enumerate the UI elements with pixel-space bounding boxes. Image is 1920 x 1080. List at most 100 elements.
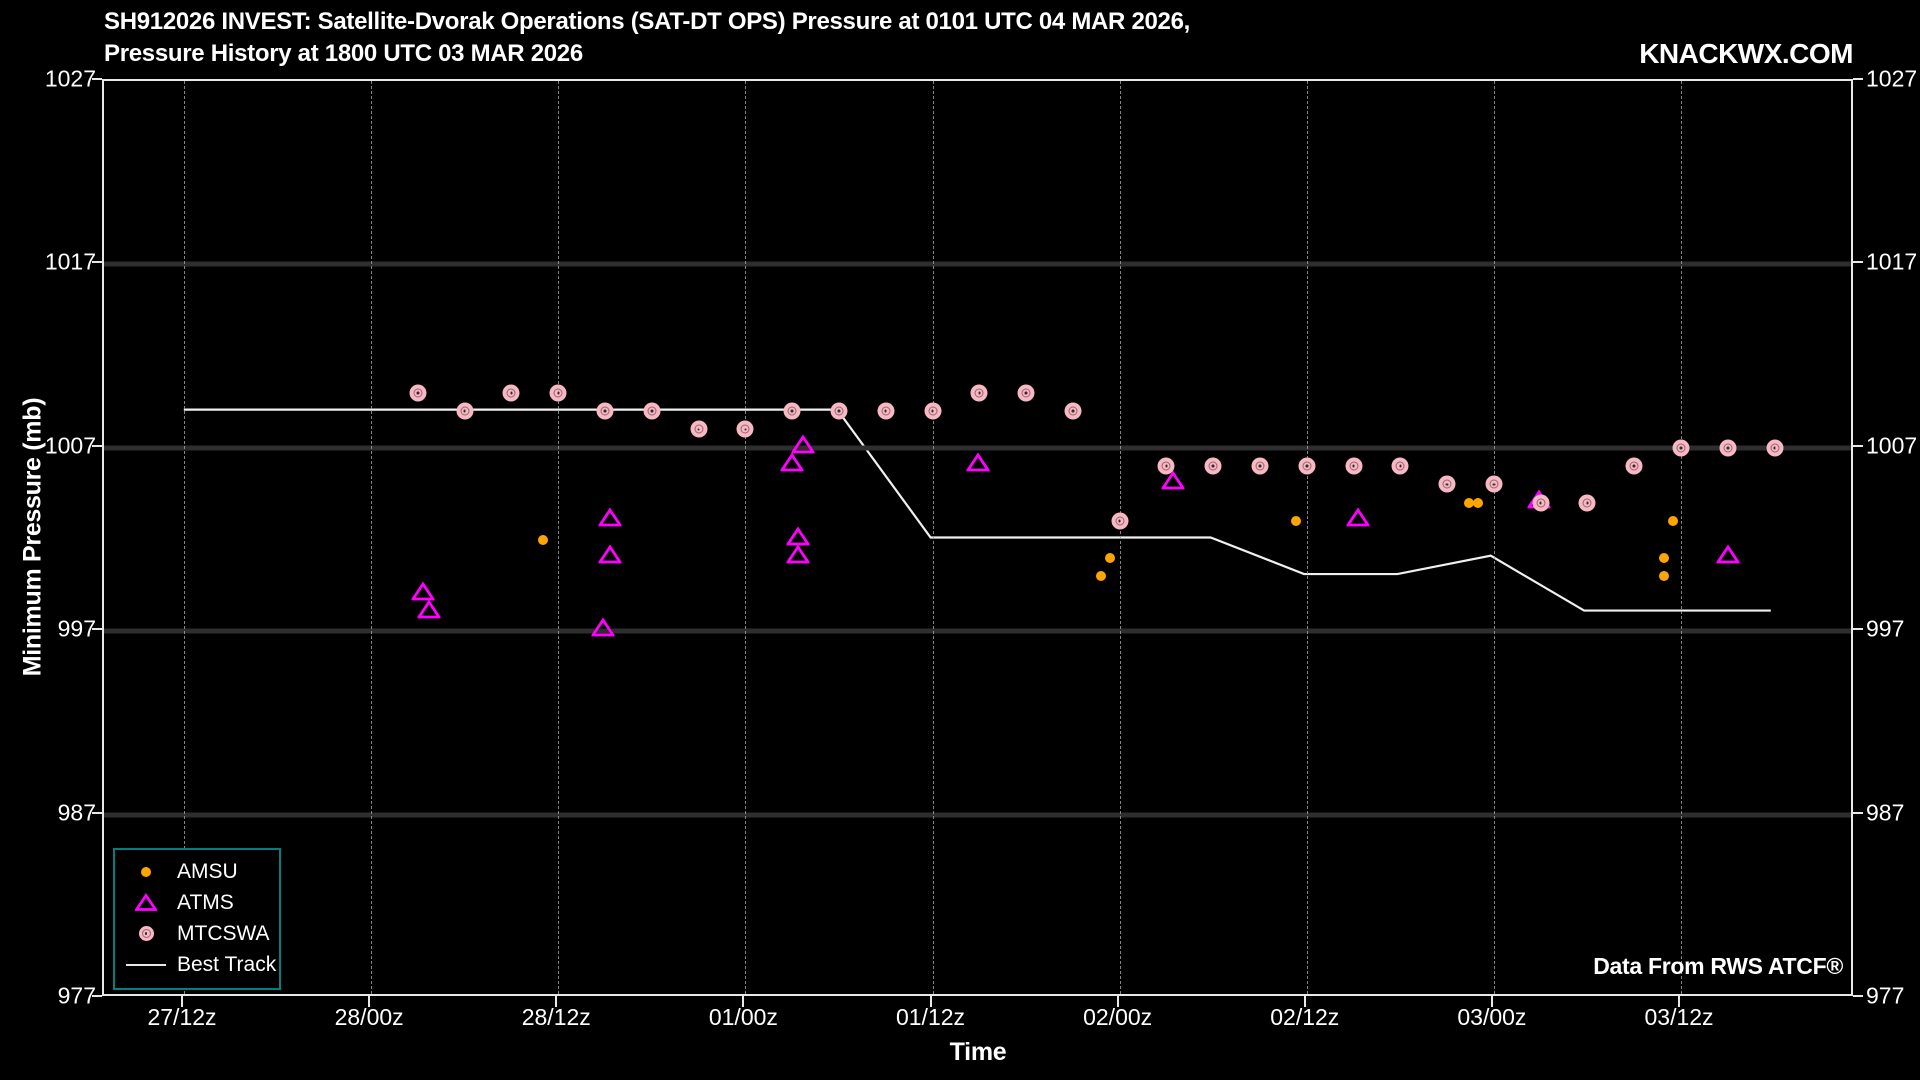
x-grid-line [745, 81, 747, 994]
mtcswa-point [830, 402, 848, 420]
y-tick-mark-right [1853, 628, 1863, 631]
atms-point [597, 544, 623, 569]
chart-title-line1: SH912026 INVEST: Satellite-Dvorak Operat… [104, 8, 1191, 35]
y-tick-label-left: 977 [57, 982, 96, 1009]
mtcswa-point [690, 420, 708, 438]
y-tick-mark-right [1853, 811, 1863, 814]
watermark-knackwx: KNACKWX.COM [1639, 38, 1853, 69]
y-tick-mark-left [92, 811, 102, 814]
mtcswa-point [1438, 475, 1456, 493]
mtcswa-point [1251, 457, 1269, 475]
x-grid-line [558, 81, 560, 994]
x-tick-mark [742, 996, 745, 1007]
atms-point [590, 617, 617, 643]
y-tick-label-right: 1017 [1866, 248, 1918, 275]
x-tick-label: 28/00z [334, 1004, 404, 1030]
mtcswa-point [1532, 494, 1550, 512]
legend-row-atms: ATMS [115, 887, 279, 918]
y-tick-label-right: 997 [1866, 615, 1905, 642]
x-grid-line [371, 81, 373, 994]
mtcswa-point [1766, 439, 1784, 457]
atms-triangle-icon [135, 893, 157, 911]
best-track-polyline [184, 410, 1771, 611]
atms-point [597, 507, 623, 533]
amsu-point [1668, 516, 1679, 527]
mtcswa-legend-marker [115, 926, 177, 941]
mtcswa-point [502, 384, 520, 402]
mtcswa-point [1391, 457, 1409, 475]
mtcswa-point [924, 402, 941, 420]
y-tick-mark-left [92, 261, 102, 264]
x-tick-label: 27/12z [147, 1004, 217, 1030]
y-grid-line [104, 812, 1851, 818]
mtcswa-circle-icon [138, 926, 154, 941]
best-track-line [104, 81, 1851, 994]
atms-point [785, 525, 812, 551]
x-tick-label: 03/00z [1457, 1004, 1527, 1030]
x-tick-mark [929, 996, 932, 1007]
y-grid-line [104, 628, 1851, 634]
x-grid-line [1306, 81, 1308, 994]
plot-area [102, 79, 1853, 996]
amsu-point [1095, 571, 1106, 582]
amsu-dot-icon [141, 866, 151, 877]
best-track-legend-marker [115, 963, 177, 966]
mtcswa-point [1345, 457, 1363, 475]
mtcswa-point [1017, 384, 1035, 402]
atms-point [409, 580, 436, 606]
legend-label-amsu: AMSU [177, 859, 238, 883]
x-grid-line [184, 81, 185, 994]
amsu-point [1658, 552, 1669, 563]
mtcswa-point [970, 384, 988, 402]
mtcswa-point [1625, 457, 1643, 475]
amsu-legend-marker [115, 866, 177, 877]
legend-label-atms: ATMS [177, 890, 234, 914]
atms-point [790, 434, 816, 459]
data-credit: Data From RWS ATCF® [1593, 953, 1843, 979]
x-tick-mark [1116, 996, 1119, 1007]
amsu-point [1290, 516, 1301, 527]
mtcswa-point [1298, 457, 1316, 475]
amsu-point [1658, 571, 1669, 582]
mtcswa-point [1157, 457, 1175, 475]
y-grid-line [104, 261, 1851, 267]
mtcswa-point [409, 384, 427, 402]
legend-label-mtcswa: MTCSWA [177, 921, 270, 945]
y-tick-label-left: 1027 [44, 65, 96, 92]
legend-label-best-track: Best Track [177, 952, 277, 976]
mtcswa-point [783, 402, 801, 420]
x-tick-mark [1490, 996, 1493, 1007]
atms-point [1345, 507, 1371, 533]
y-grid-line [104, 445, 1851, 451]
y-tick-label-right: 1027 [1866, 65, 1918, 92]
y-tick-label-left: 1007 [44, 432, 96, 459]
mtcswa-point [1719, 439, 1737, 457]
atms-point [965, 452, 991, 478]
amsu-point [537, 534, 548, 545]
mtcswa-point [1672, 439, 1690, 457]
atms-point [785, 544, 812, 569]
best-track-line-icon [126, 963, 166, 966]
x-tick-label: 28/12z [521, 1004, 591, 1030]
mtcswa-point [1578, 494, 1596, 512]
mtcswa-point [877, 402, 895, 420]
y-tick-mark-right [1853, 995, 1863, 997]
y-tick-label-left: 997 [57, 615, 96, 642]
x-axis-title: Time [949, 1038, 1007, 1066]
y-tick-label-left: 987 [57, 799, 96, 826]
mtcswa-point [1111, 512, 1129, 530]
y-tick-mark-right [1853, 78, 1863, 80]
x-grid-line [1119, 81, 1121, 994]
x-tick-label: 03/12z [1644, 1004, 1714, 1030]
x-tick-mark [1678, 996, 1681, 1007]
x-tick-label: 01/12z [895, 1004, 966, 1030]
x-tick-mark [555, 996, 558, 1007]
legend-row-amsu: AMSU [115, 856, 279, 887]
y-tick-mark-left [92, 628, 102, 631]
y-tick-label-left: 1017 [44, 248, 96, 275]
mtcswa-point [1064, 402, 1082, 420]
mtcswa-point [1485, 475, 1503, 493]
atms-point [779, 452, 805, 478]
amsu-point [1473, 497, 1484, 508]
